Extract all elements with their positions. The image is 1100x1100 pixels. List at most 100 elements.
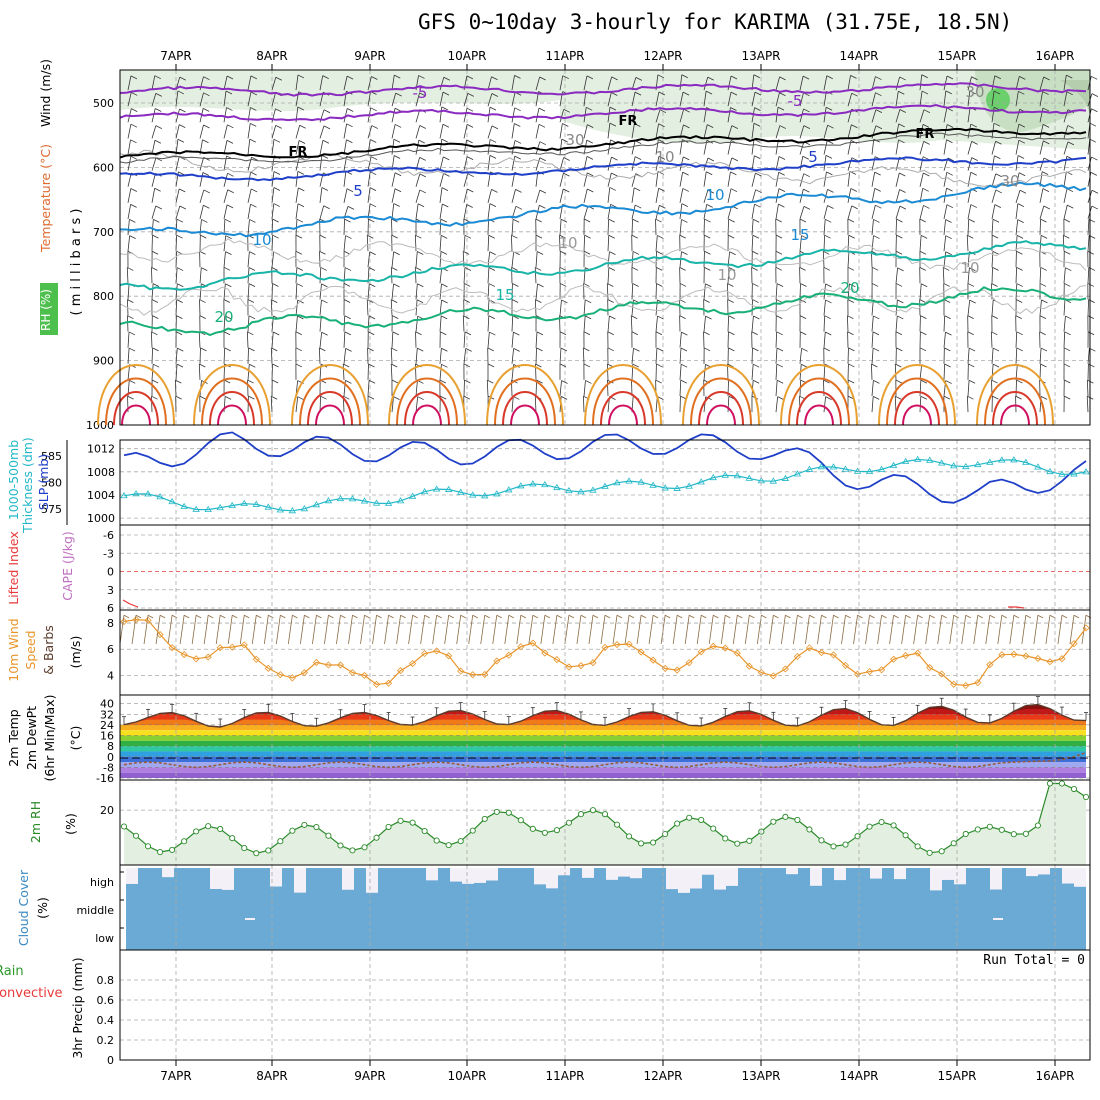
wind-barb (775, 234, 783, 239)
temp-contour-10 (119, 181, 1087, 238)
wind-barb (419, 189, 426, 194)
wind-barb (923, 172, 930, 177)
wind-barb (583, 206, 589, 220)
wind-barb (568, 614, 575, 619)
dewpoint-line (123, 751, 1087, 769)
wind-barb (223, 189, 229, 203)
wind-barb (443, 156, 450, 161)
wind-barb (847, 218, 855, 223)
wind-barb (390, 364, 393, 380)
wind-barb (297, 106, 304, 111)
wind-barb (607, 76, 613, 91)
wind-barb (463, 395, 470, 400)
wind-barb (827, 189, 834, 193)
wind-barb (875, 204, 882, 209)
wind-barb (612, 615, 618, 645)
wind-barb (679, 188, 684, 203)
wind-barb (1065, 315, 1072, 320)
wind-barb (535, 157, 541, 171)
date-label-top: 8APR (256, 49, 287, 63)
wind-barb (776, 315, 783, 319)
wind-barb (631, 219, 633, 236)
wind-barb (489, 139, 497, 143)
wind-barb (343, 348, 347, 364)
wind-barb (993, 122, 1001, 127)
wind-barb (275, 615, 281, 645)
wind-barb (583, 218, 591, 223)
wind-barb (463, 218, 471, 223)
wind-barb (635, 77, 643, 81)
thickness-point (613, 479, 621, 486)
wind-barb (127, 235, 131, 252)
rh2m-unit: (%) (63, 813, 78, 835)
wind-barb (195, 614, 202, 619)
wind-barb (175, 205, 181, 220)
wind-barb (415, 331, 422, 336)
wind-barb (1087, 250, 1094, 255)
wind-barb (727, 205, 733, 220)
rh-point (565, 819, 572, 826)
wind-barb (1017, 219, 1024, 223)
wind-barb (129, 219, 136, 223)
wind-barb (582, 347, 585, 364)
wind-barb (682, 171, 689, 176)
thickness-point (517, 482, 525, 489)
wind-barb (755, 172, 762, 177)
wind-barb (749, 614, 755, 619)
wind-barb (415, 173, 421, 187)
wind-barb (919, 266, 926, 271)
wind-barb (857, 614, 863, 619)
wind-barb (415, 234, 422, 239)
wind-barb (707, 189, 715, 194)
wind-barb (247, 91, 252, 107)
rh-fill-area (975, 70, 1090, 132)
wind-barb (631, 331, 639, 336)
wind-barb (220, 614, 226, 619)
wind-barb (846, 315, 849, 332)
thickness-point (962, 462, 970, 470)
wind-barb (754, 155, 761, 160)
wind-barb (1015, 219, 1019, 236)
wind-barb (896, 218, 903, 223)
wind-barb (967, 380, 970, 397)
thickness-axis-title-b: Thickness (dm) (20, 437, 35, 534)
freezing-level-line-b (119, 132, 1087, 164)
rh-point (241, 844, 248, 852)
wind-barb (295, 125, 301, 139)
wind-barb (298, 140, 306, 144)
wind-barb (679, 109, 685, 123)
wind-barb (971, 140, 978, 145)
cloud-gap (245, 918, 255, 920)
wind-barb (367, 363, 369, 380)
wind-barb (1015, 395, 1022, 400)
wind-barb (296, 283, 304, 287)
rh-contour-line (119, 285, 1087, 316)
wind-barb (655, 171, 659, 187)
warm-temp-contour (780, 364, 858, 426)
contour-label: -5 (788, 92, 803, 110)
wind-barb (539, 189, 547, 194)
wind-barb (127, 283, 130, 300)
wind-barb (775, 76, 780, 91)
warm-temp-contour (608, 404, 638, 426)
wind-barb (923, 109, 931, 114)
date-label-top: 12APR (643, 49, 682, 63)
wind-barb (752, 363, 760, 368)
thickness-point (481, 492, 489, 499)
thickness-point (577, 488, 585, 495)
rh-point (902, 832, 909, 839)
wind-barb (775, 331, 778, 348)
wind-barb (1017, 155, 1025, 159)
wind-barb (799, 206, 805, 220)
wind-barb (224, 396, 232, 400)
wind-barb (319, 125, 325, 139)
wind-barb (776, 379, 784, 384)
wind-barb (151, 331, 158, 336)
wind-barb (943, 395, 951, 400)
rh-point (193, 828, 200, 835)
wind-barb (895, 172, 900, 187)
wind-barb (592, 614, 599, 619)
wind-barb (295, 300, 299, 316)
warm-temp-contour (584, 364, 662, 426)
wind-barb (391, 108, 396, 123)
